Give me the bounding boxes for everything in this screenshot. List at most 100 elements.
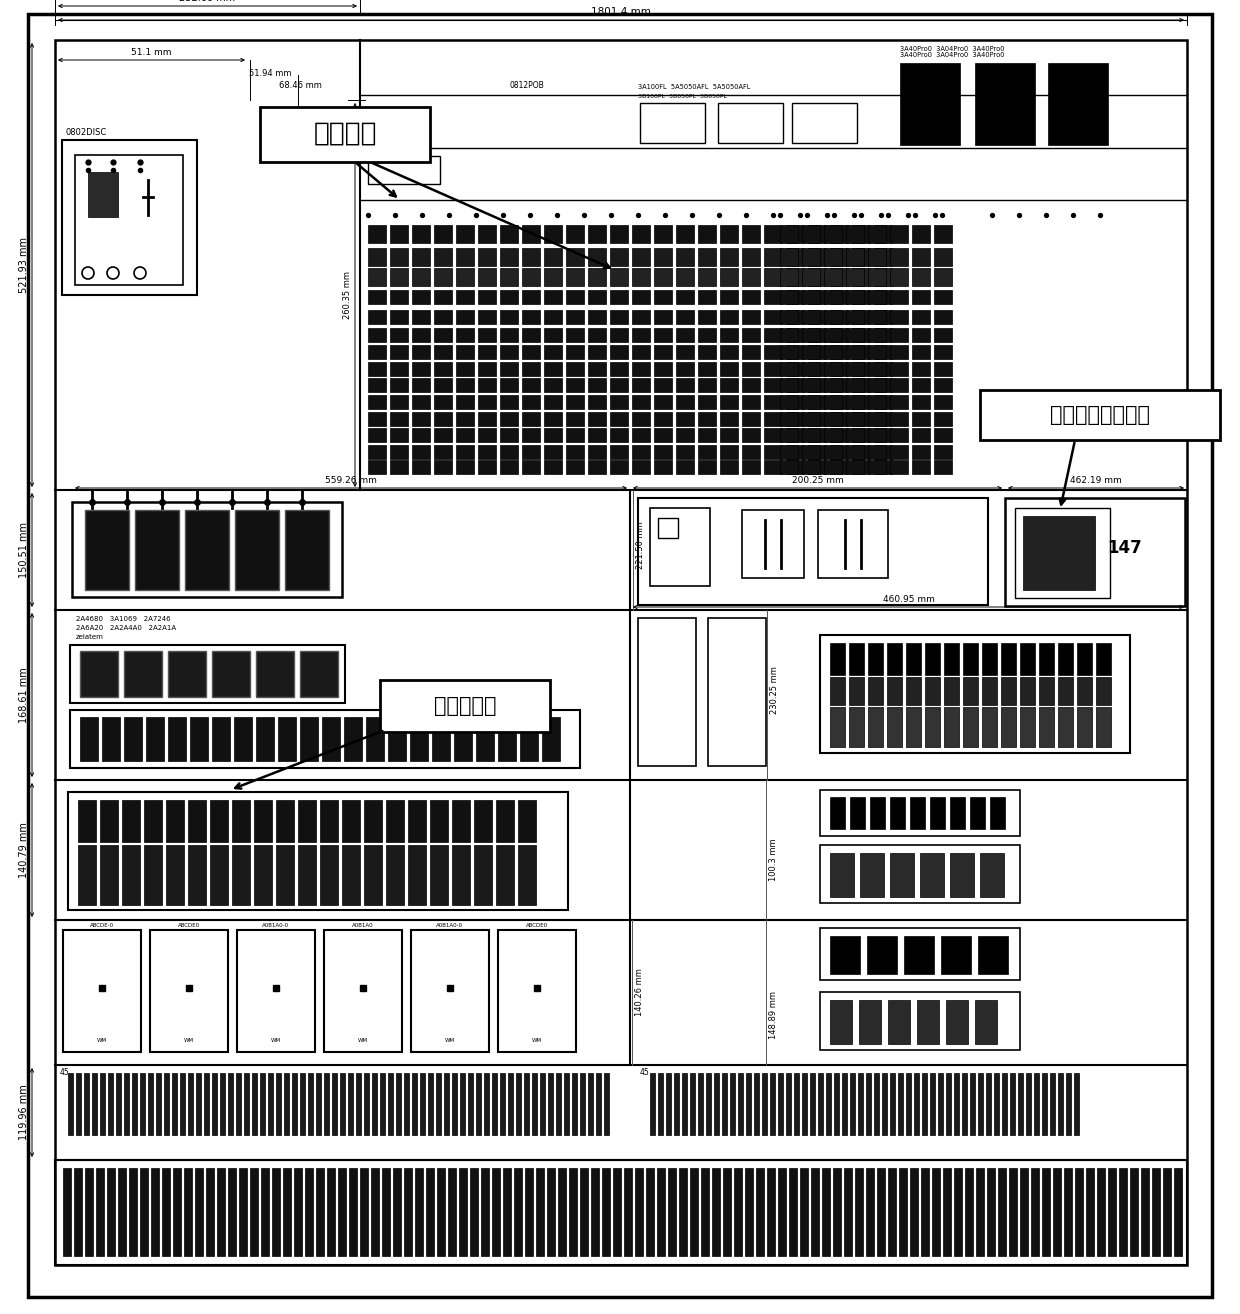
Bar	[459, 1168, 467, 1256]
Bar	[140, 1074, 145, 1135]
Bar	[277, 845, 294, 905]
Bar	[978, 1074, 983, 1135]
Bar	[868, 328, 887, 342]
Text: 140.26 mm: 140.26 mm	[635, 968, 644, 1016]
Bar	[746, 1074, 751, 1135]
Bar	[544, 396, 562, 409]
Bar	[906, 1074, 911, 1135]
Bar	[1066, 1074, 1071, 1135]
Bar	[252, 1074, 257, 1135]
Bar	[55, 1160, 1187, 1265]
Bar	[820, 790, 1021, 836]
Bar	[934, 225, 952, 243]
Bar	[802, 248, 820, 265]
Bar	[868, 310, 887, 325]
Bar	[911, 428, 930, 442]
Bar	[786, 378, 804, 392]
Bar	[434, 268, 453, 286]
Bar	[825, 346, 842, 359]
Bar	[874, 361, 892, 376]
Bar	[868, 268, 887, 286]
Text: 51.1 mm: 51.1 mm	[131, 49, 172, 57]
Bar	[802, 1074, 807, 1135]
Bar	[140, 1168, 148, 1256]
Bar	[712, 1168, 720, 1256]
Bar	[1141, 1168, 1149, 1256]
Bar	[786, 413, 804, 426]
Bar	[830, 248, 848, 265]
Bar	[934, 460, 952, 474]
Bar	[388, 717, 405, 761]
Bar	[456, 248, 474, 265]
Bar	[477, 310, 496, 325]
Bar	[808, 225, 826, 243]
Bar	[434, 445, 453, 459]
Bar	[1058, 1074, 1063, 1135]
Bar	[1096, 707, 1111, 746]
Bar	[808, 460, 826, 474]
Bar	[849, 1074, 856, 1135]
Bar	[730, 1074, 735, 1135]
Bar	[68, 792, 568, 911]
Bar	[610, 310, 627, 325]
Bar	[764, 413, 782, 426]
Bar	[434, 290, 453, 304]
Bar	[68, 1074, 73, 1135]
Bar	[1021, 707, 1035, 746]
Bar	[764, 310, 782, 325]
Bar	[701, 1168, 709, 1256]
Bar	[477, 328, 496, 342]
Bar	[698, 445, 715, 459]
Bar	[632, 248, 650, 265]
Bar	[911, 413, 930, 426]
Bar	[1004, 498, 1185, 606]
Bar	[830, 460, 848, 474]
Bar	[255, 717, 274, 761]
Text: 可编程逻辑控制器: 可编程逻辑控制器	[1050, 405, 1149, 424]
Bar	[454, 717, 472, 761]
Bar	[830, 643, 844, 675]
Bar	[339, 1168, 346, 1256]
Bar	[887, 677, 901, 706]
Bar	[448, 1168, 456, 1256]
Text: A0B1A0-0: A0B1A0-0	[436, 922, 464, 928]
Bar	[982, 643, 997, 675]
Bar	[970, 798, 985, 829]
Bar	[764, 460, 782, 474]
Bar	[887, 643, 901, 675]
Bar	[874, 460, 892, 474]
Bar	[868, 290, 887, 304]
Bar	[998, 1168, 1006, 1256]
Bar	[434, 428, 453, 442]
Bar	[946, 1074, 951, 1135]
Bar	[188, 845, 206, 905]
Bar	[1118, 1168, 1127, 1256]
Bar	[742, 328, 760, 342]
Text: 150.51 mm: 150.51 mm	[19, 522, 29, 578]
Bar	[874, 328, 892, 342]
Bar	[846, 378, 864, 392]
Bar	[420, 1074, 425, 1135]
Bar	[456, 396, 474, 409]
Bar	[324, 1074, 329, 1135]
Bar	[1018, 1074, 1023, 1135]
Bar	[453, 845, 470, 905]
Bar	[1058, 643, 1073, 675]
Bar	[852, 378, 870, 392]
Bar	[830, 1000, 852, 1045]
Bar	[412, 310, 430, 325]
Bar	[522, 290, 539, 304]
Bar	[477, 268, 496, 286]
Bar	[830, 707, 844, 746]
Bar	[327, 1168, 335, 1256]
Bar	[500, 445, 518, 459]
Bar	[368, 156, 440, 184]
Bar	[291, 1074, 298, 1135]
Bar	[934, 328, 952, 342]
Bar	[911, 361, 930, 376]
Bar	[852, 445, 870, 459]
Bar	[944, 643, 959, 675]
Bar	[1048, 63, 1109, 145]
Bar	[786, 361, 804, 376]
Bar	[108, 1074, 113, 1135]
